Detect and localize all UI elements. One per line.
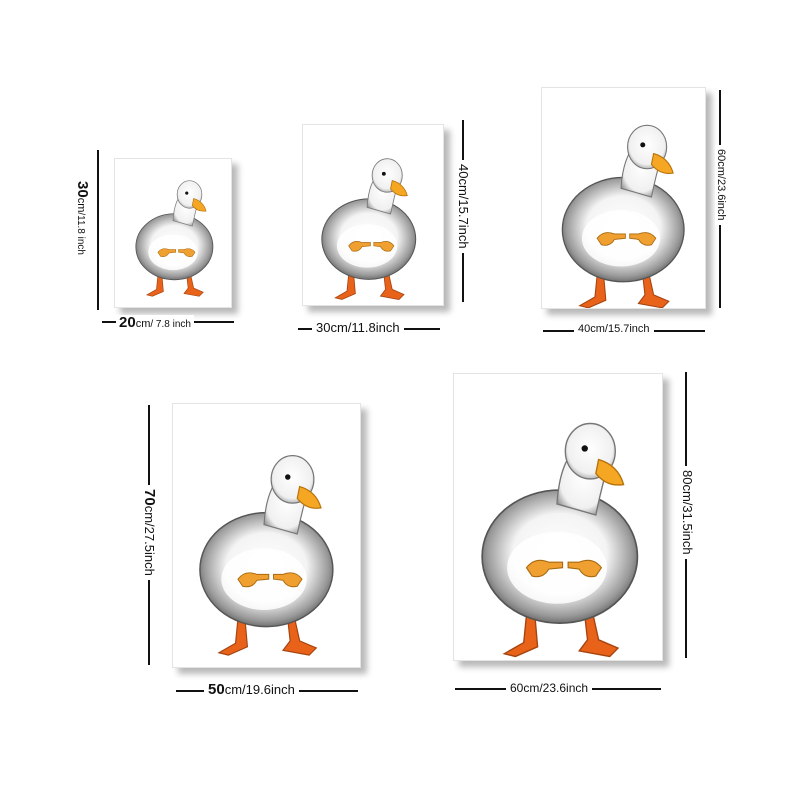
- height-label: 30cm/11.8 inch: [74, 178, 91, 258]
- width-label: 50cm/19.6inch: [204, 682, 299, 698]
- duck-illustration: [199, 454, 334, 656]
- duck-illustration: [135, 180, 214, 297]
- duck-illustration: [561, 124, 685, 308]
- height-label: 80cm/31.5inch: [680, 466, 695, 559]
- poster-20x30: [114, 158, 232, 308]
- height-label: 40cm/15.7inch: [456, 160, 471, 253]
- width-label: 30cm/11.8inch: [312, 321, 404, 334]
- height-rule: [97, 150, 99, 310]
- height-label: 60cm/23.6inch: [715, 145, 727, 225]
- duck-illustration: [481, 422, 639, 658]
- poster-60x80: [453, 373, 663, 661]
- height-label: 70cm/27.5inch: [141, 485, 158, 580]
- width-label: 60cm/23.6inch: [506, 682, 593, 694]
- poster-50x70: [172, 403, 361, 668]
- width-label: 20cm/ 7.8 inch: [116, 315, 194, 331]
- duck-illustration: [321, 158, 417, 300]
- poster-30x40: [302, 124, 444, 306]
- poster-40x60: [541, 87, 706, 309]
- width-label: 40cm/15.7inch: [574, 324, 654, 335]
